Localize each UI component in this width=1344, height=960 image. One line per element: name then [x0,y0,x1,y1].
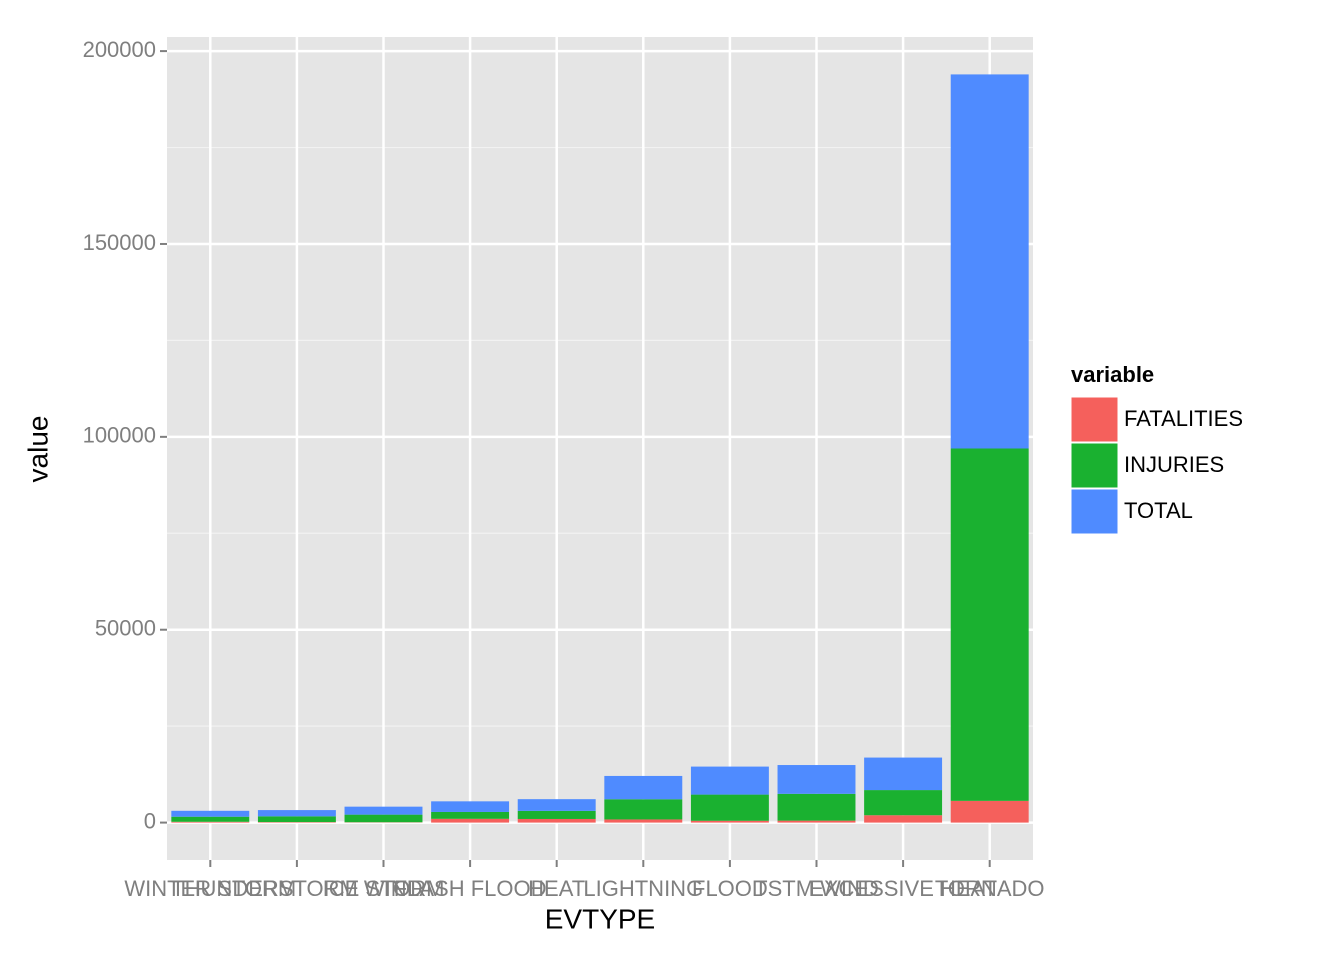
y-tick-label: 0 [144,808,156,833]
bar-segment [344,814,423,823]
x-tick-label: TORNADO [935,876,1045,901]
y-axis-title: value [22,416,53,483]
bar-segment [257,816,336,823]
x-tick-label: FLASH FLOOD [394,876,547,901]
bar-segment [171,821,250,823]
bar-segment [431,801,510,812]
bar-segment [431,811,510,819]
x-tick-label: LIGHTNING [583,876,703,901]
bar-segment [344,806,423,815]
x-tick-label: FLOOD [692,876,768,901]
bar-segment [950,74,1029,449]
bar-segment [604,775,683,800]
bar-segment [690,820,769,823]
legend-key [1070,442,1119,489]
legend-label: TOTAL [1124,498,1193,523]
bar-segment [950,448,1029,801]
bar-segment [864,790,943,816]
bar-segment [777,793,856,821]
bar-segment [864,757,943,791]
y-tick-label: 200000 [83,37,156,62]
bar-segment [950,800,1029,823]
bar-segment [604,819,683,823]
bar-segment [690,794,769,821]
y-tick-label: 150000 [83,230,156,255]
x-tick-label: HEAT [528,876,585,901]
bar-segment [517,810,596,819]
x-tick-label: ICE STORM [323,876,445,901]
bar-segment [604,799,683,820]
bar-segment [171,810,250,817]
legend-label: FATALITIES [1124,406,1243,431]
bar-segment [690,766,769,795]
bar-segment [777,820,856,823]
bar-segment [517,799,596,811]
x-tick-label: TSTM WIND [754,876,879,901]
bar-segment [431,818,510,823]
legend-title: variable [1071,362,1154,387]
legend-key [1070,396,1119,443]
bar-segment [257,810,336,817]
x-tick-label: THUNDERSTORM WIND [171,876,422,901]
bar-segment [777,765,856,794]
x-tick-label: WINTER STORM [124,876,296,901]
legend-key [1070,488,1119,535]
bar-segment [864,815,943,823]
y-tick-label: 100000 [83,423,156,448]
x-tick-label: EXCESSIVE HEAT [809,876,997,901]
x-axis-title: EVTYPE [545,903,655,934]
y-tick-label: 50000 [95,616,156,641]
bar-segment [257,822,336,823]
bar-segment [517,818,596,823]
legend-label: INJURIES [1124,452,1224,477]
bar-segment [171,816,250,822]
panel-background [167,37,1033,860]
